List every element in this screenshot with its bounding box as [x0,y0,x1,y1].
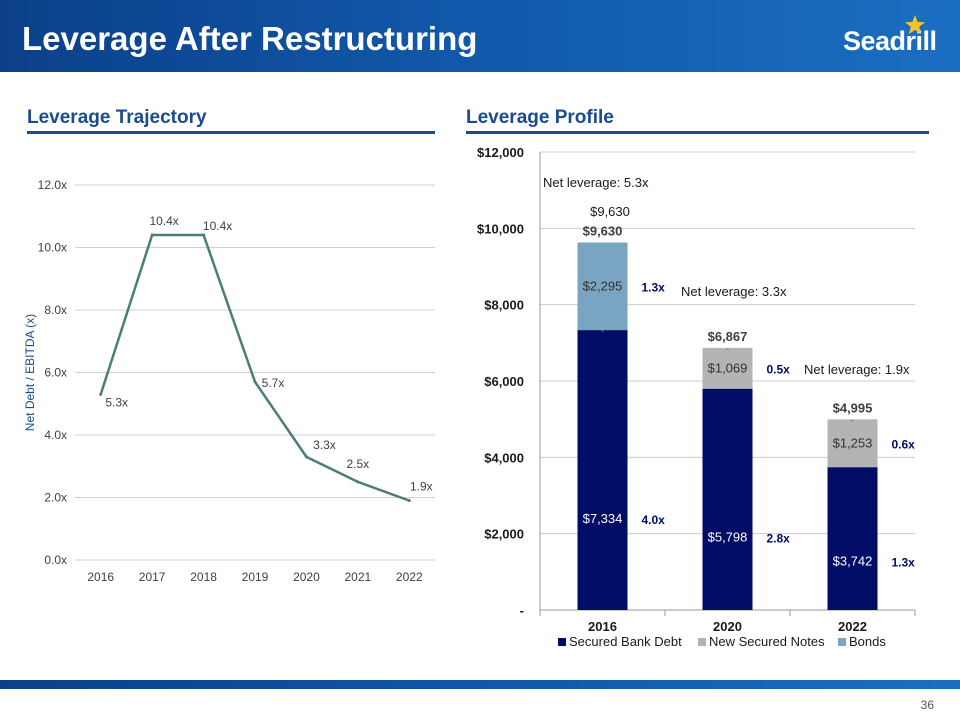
x-tick-label: 2019 [242,570,269,584]
leverage-label: 0.5x [767,362,791,376]
right-section-title: Leverage Profile [466,107,614,128]
total-label: $4,995 [833,400,873,415]
x-tick-label: 2017 [139,570,166,584]
data-label: 2.5x [347,457,370,471]
leverage-trajectory-chart: 0.0x 2.0x 4.0x 6.0x 8.0x 10.0x 12.0x 2016 2017 20… [23,178,435,584]
legend-label: Bonds [849,634,886,649]
bar-segment [577,330,628,610]
legend-swatch [558,638,566,646]
data-point [356,480,360,484]
total-label: $9,630 [583,223,623,238]
data-point [304,455,308,459]
segment-zero-label: - [601,325,605,337]
segment-value-label: $3,742 [833,554,873,569]
y-tick-label: 2.0x [44,491,67,505]
bar-segment [827,467,878,610]
y-tick-label: 12.0x [38,178,67,192]
data-point [407,499,411,503]
x-tick-label: 2020 [713,619,742,634]
data-point [99,392,103,396]
left-section-title: Leverage Trajectory [27,107,207,128]
legend-swatch [838,638,846,646]
leverage-label: 4.0x [642,513,666,527]
y-tick-label: 10.0x [38,241,67,255]
legend-label: New Secured Notes [709,634,825,649]
y-tick-label: 6.0x [44,366,67,380]
left-section-rule [27,131,435,134]
y-tick-label: 4.0x [44,428,67,442]
x-tick-label: 2018 [190,570,217,584]
x-tick-label: 2020 [293,570,320,584]
data-label: 5.3x [105,395,128,409]
y-tick-label: 8.0x [44,303,67,317]
leverage-label: 1.3x [892,556,916,570]
header-bar: Leverage After Restructuring Seadrill [0,0,960,72]
data-label: 10.4x [149,214,178,228]
leverage-label: 1.3x [642,280,666,294]
annotation-net-leverage-2020: Net leverage: 3.3x [681,284,787,299]
y-tick-label: $12,000 [477,145,524,160]
y-tick-label: - [520,603,524,618]
data-label: 5.7x [262,376,285,390]
y-tick-label: $10,000 [477,221,524,236]
bar-segment [702,347,753,389]
annotation-net-leverage-2016: Net leverage: 5.3x [543,175,649,190]
x-tick-label: 2016 [87,570,114,584]
logo-star-icon [904,14,926,35]
leverage-label: 2.8x [767,531,791,545]
y-tick-label: $8,000 [484,298,524,313]
annotation-net-leverage-2022: Net leverage: 1.9x [804,362,910,377]
company-logo: Seadrill [843,26,937,56]
segment-value-label: $5,798 [708,529,748,544]
legend-label: Secured Bank Debt [569,634,682,649]
x-tick-label: 2021 [345,570,372,584]
leverage-label: 0.6x [892,437,916,451]
data-point [202,233,206,237]
x-tick-label: 2022 [838,619,867,634]
bar-segment [577,242,628,331]
data-label: 1.9x [410,480,433,494]
page-number: 36 [920,698,934,712]
y-tick-label: $4,000 [484,450,524,465]
y-tick-label: $6,000 [484,374,524,389]
legend-swatch [698,638,706,646]
segment-value-label: $2,295 [583,278,623,293]
y-tick-label: $2,000 [484,527,524,542]
segment-zero-label: - [851,414,855,426]
x-tick-label: 2016 [588,619,617,634]
data-label: 3.3x [313,438,336,452]
y-axis-label: Net Debt / EBITDA (x) [23,314,37,431]
total-label: $6,867 [708,329,748,344]
right-section-rule [466,131,929,134]
segment-zero-label: - [726,343,730,355]
bar-segment [702,388,753,610]
page-title: Leverage After Restructuring [22,20,478,57]
bar-segment [827,419,878,468]
leverage-profile-chart: - $2,000 $4,000 $6,000 $8,000 $10,000 $12,000 2… [477,145,916,649]
segment-value-label: $1,253 [833,435,873,450]
data-point [150,233,154,237]
segment-value-label: $1,069 [708,360,748,375]
segment-value-label: $7,334 [583,511,623,526]
x-tick-label: 2022 [396,570,423,584]
footer-bar [0,680,960,689]
y-tick-label: 0.0x [44,553,67,567]
data-label: 10.4x [203,219,232,233]
data-point [253,380,257,384]
annotation-total-2016: $9,630 [590,204,630,219]
